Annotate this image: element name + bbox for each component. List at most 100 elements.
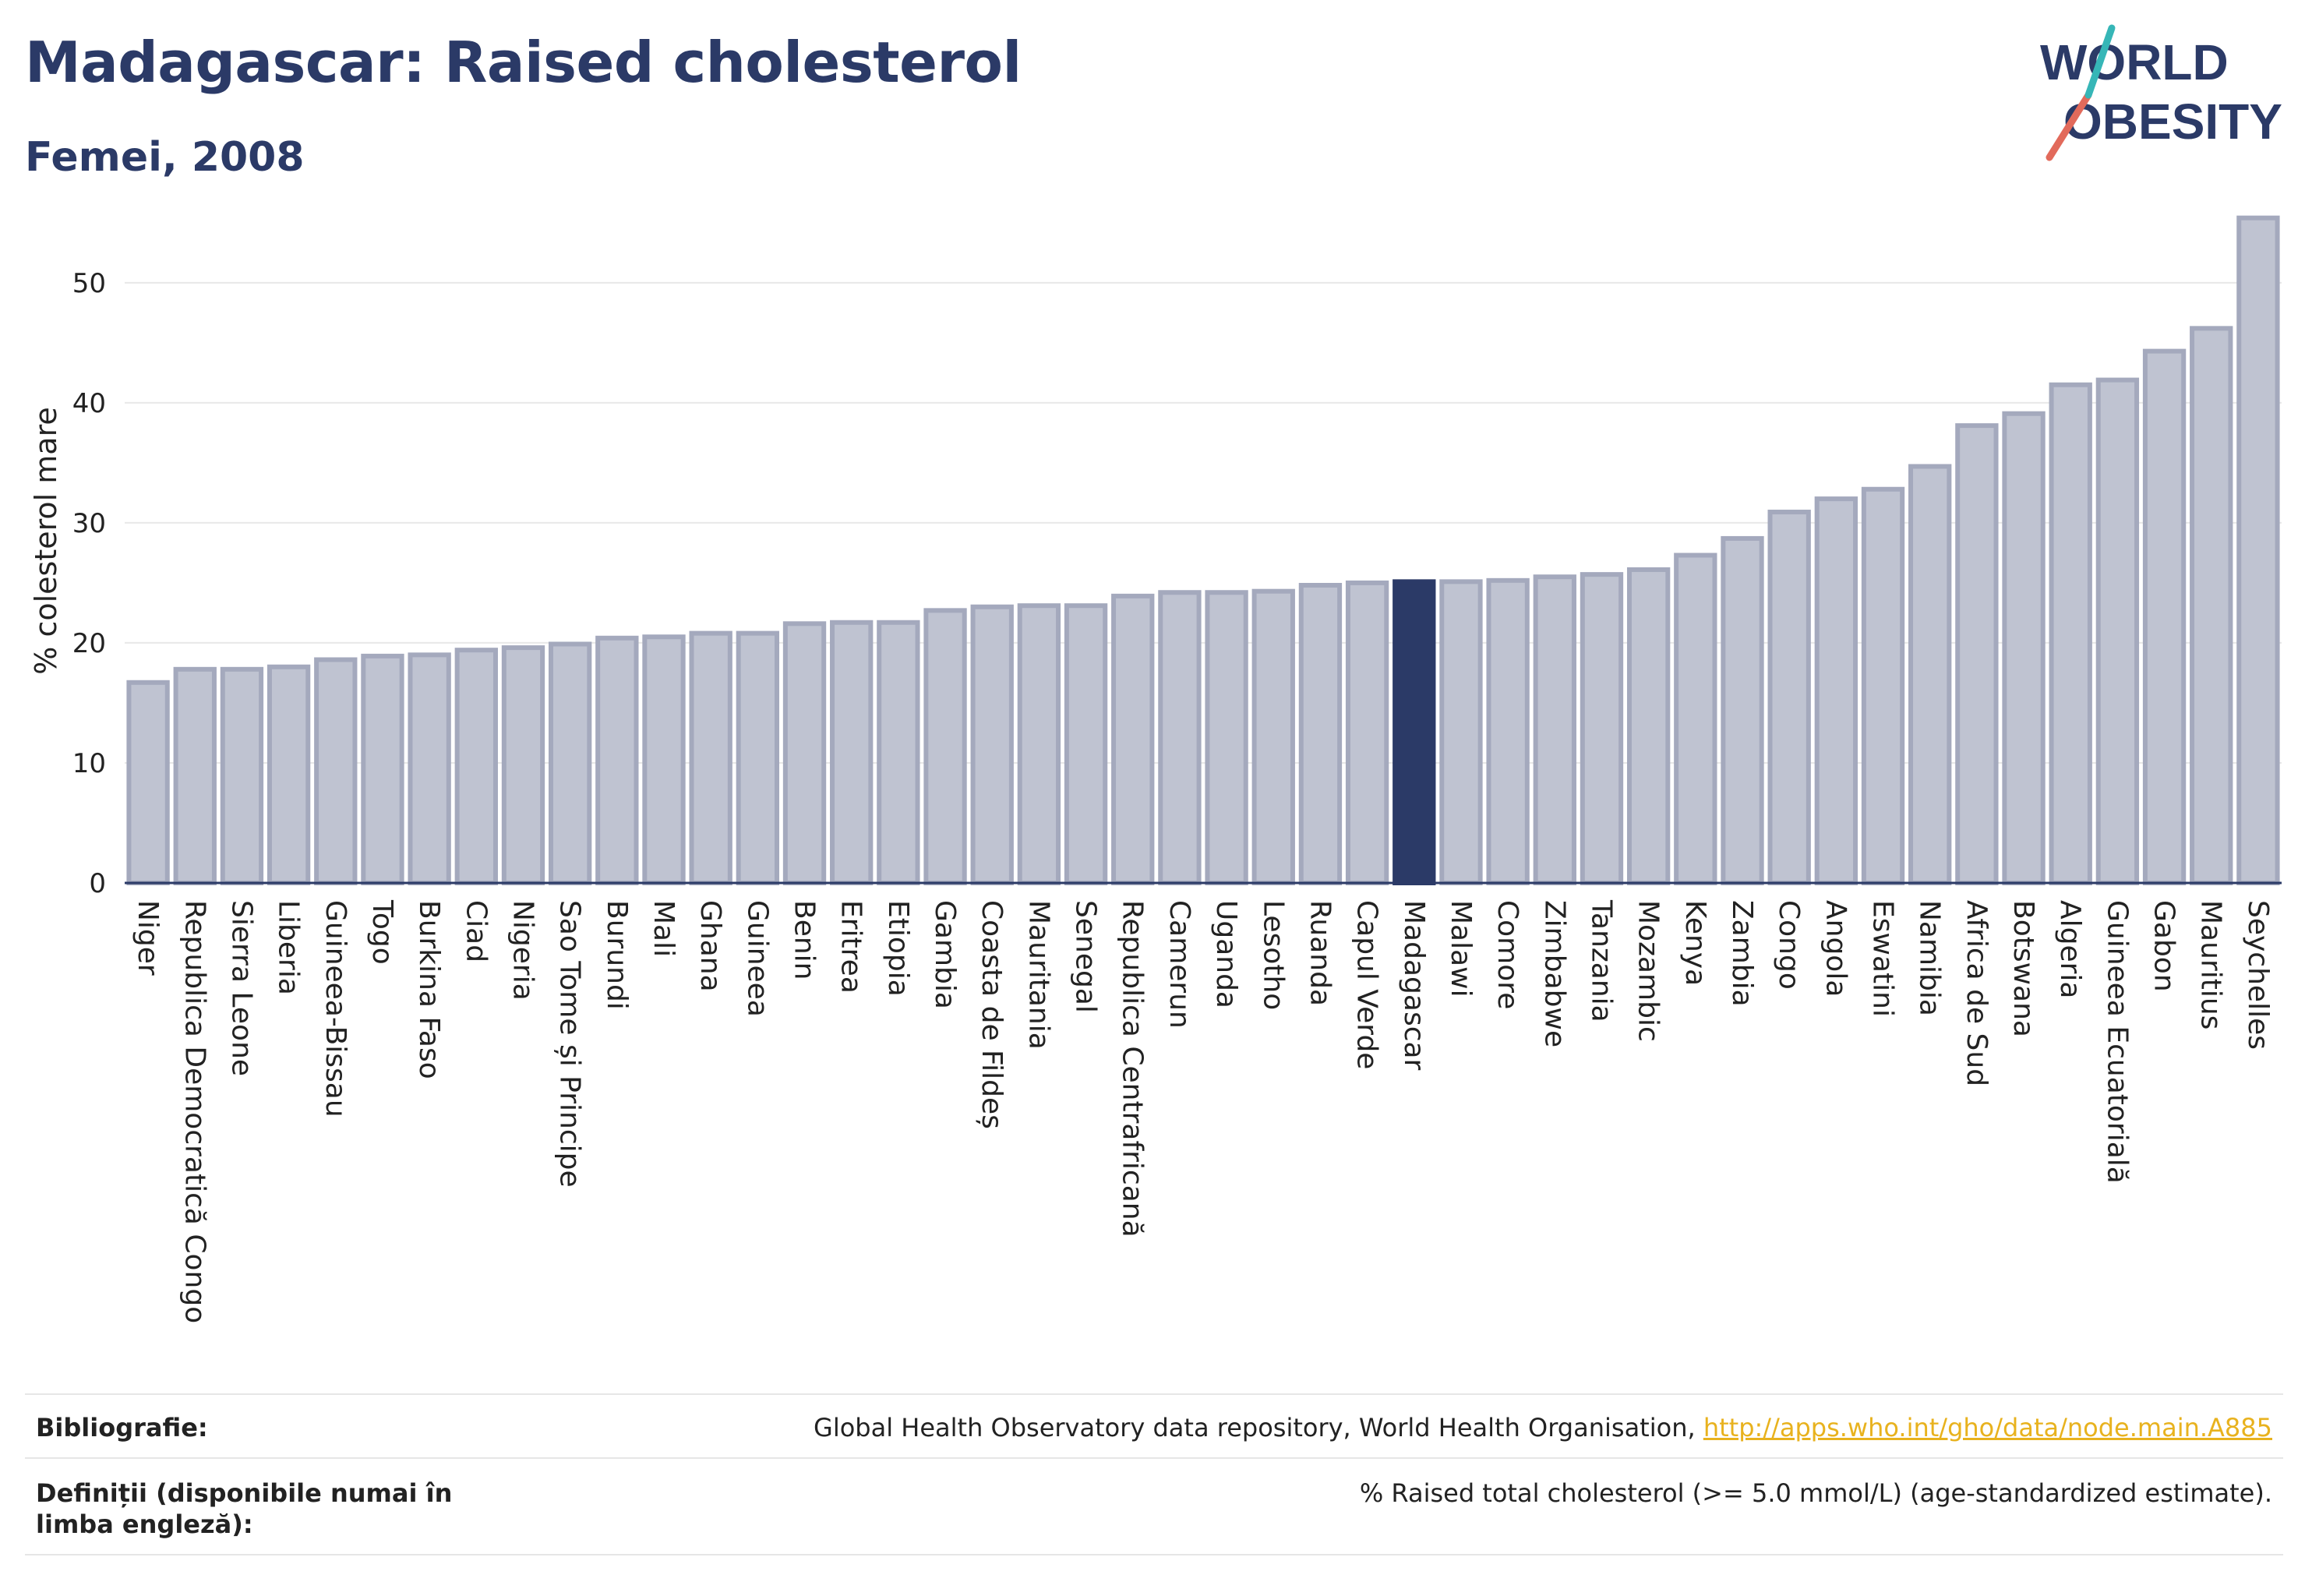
x-tick-label: Togo xyxy=(366,899,398,965)
bar xyxy=(2190,326,2233,885)
bar xyxy=(1393,579,1436,886)
x-tick-label: Camerun xyxy=(1163,900,1195,1029)
bar-chart: 0 10 20 30 40 50 % colesterol mare Niger Republi… xyxy=(29,215,2282,1323)
x-tick-label: Seychelles xyxy=(2242,900,2274,1050)
x-tick-label: Algeria xyxy=(2054,900,2086,999)
x-tick-label: Mauritius xyxy=(2195,900,2227,1029)
bar xyxy=(1486,577,1530,886)
bar xyxy=(1580,572,1624,885)
x-tick-label: Sao Tome și Principe xyxy=(554,900,586,1188)
x-tick-label: Kenya xyxy=(1679,900,1711,986)
x-tick-label: Coasta de Fildeș xyxy=(976,900,1008,1129)
bar xyxy=(1814,496,1858,885)
bar xyxy=(2002,411,2046,885)
bar xyxy=(2095,377,2140,886)
x-tick-label: Etiopia xyxy=(882,900,914,997)
bar xyxy=(1017,603,1061,885)
bar xyxy=(1767,510,1811,885)
x-tick-label: Madagascar xyxy=(1398,900,1430,1071)
bar xyxy=(1158,590,1202,886)
x-tick-label: Mozambic xyxy=(1633,900,1664,1042)
x-tick-label: Eritrea xyxy=(835,900,867,994)
bar xyxy=(314,657,358,885)
y-tick-label: 50 xyxy=(72,268,106,299)
bar xyxy=(1064,603,1108,885)
bar xyxy=(2236,215,2280,885)
x-tick-label: Benin xyxy=(789,900,821,980)
bar xyxy=(267,664,311,885)
bar xyxy=(923,608,967,885)
bar xyxy=(1955,423,1999,885)
bar xyxy=(361,653,404,885)
bibliography-text: Global Health Observatory data repositor… xyxy=(814,1413,1703,1442)
bar xyxy=(642,634,686,886)
footer-bottom-rule xyxy=(25,1554,2283,1555)
bibliography-value: Global Health Observatory data repositor… xyxy=(814,1412,2272,1443)
x-tick-label: Ruanda xyxy=(1304,900,1336,1006)
bar xyxy=(408,652,451,885)
y-tick-label: 10 xyxy=(72,748,106,779)
x-tick-label: Ciad xyxy=(460,900,492,962)
bar xyxy=(1439,579,1483,886)
y-tick-label: 30 xyxy=(72,508,106,539)
y-tick-label: 40 xyxy=(72,388,106,419)
x-tick-label: Angola xyxy=(1820,900,1851,997)
bar xyxy=(595,635,639,885)
y-tick-label: 20 xyxy=(72,628,106,659)
bar xyxy=(220,666,264,886)
bar xyxy=(970,604,1014,885)
bar xyxy=(1298,582,1343,885)
bar xyxy=(877,620,920,885)
definitions-row: Definiții (disponibile numai în limba en… xyxy=(25,1457,2283,1555)
x-tick-label: Republica Democratică Congo xyxy=(178,900,210,1323)
svg-text:WORLD: WORLD xyxy=(2040,34,2229,90)
bar xyxy=(1205,590,1248,886)
bibliography-link[interactable]: http://apps.who.int/gho/data/node.main.A… xyxy=(1703,1413,2272,1442)
bar xyxy=(454,648,498,885)
x-tick-label: Sierra Leone xyxy=(225,900,257,1076)
x-tick-label: Guineea Ecuatorială xyxy=(2101,900,2133,1184)
x-tick-label: Republica Centrafricană xyxy=(1117,900,1149,1238)
bibliography-row: Bibliografie: Global Health Observatory … xyxy=(25,1393,2283,1459)
bar xyxy=(1908,464,1952,885)
definitions-value: % Raised total cholesterol (>= 5.0 mmol/… xyxy=(1359,1478,2272,1508)
world-obesity-logo: WORLD OBESITY xyxy=(2040,24,2282,161)
bar xyxy=(689,630,732,885)
x-tick-label: Gambia xyxy=(929,900,961,1009)
bar xyxy=(501,645,545,886)
x-tick-label: Congo xyxy=(1773,900,1805,990)
x-tick-label: Zimbabwe xyxy=(1538,900,1570,1047)
bar xyxy=(1674,553,1717,885)
x-tick-label: Niger xyxy=(132,900,164,976)
x-tick-label: Comore xyxy=(1491,900,1523,1009)
bar xyxy=(1626,567,1671,886)
x-tick-label: Mauritania xyxy=(1022,900,1054,1050)
x-tick-label: Lesotho xyxy=(1257,900,1289,1010)
svg-text:OBESITY: OBESITY xyxy=(2063,94,2282,150)
y-axis-label: % colesterol mare xyxy=(29,407,63,674)
x-tick-label: Eswatini xyxy=(1867,900,1899,1017)
bar xyxy=(782,621,827,886)
bar xyxy=(830,620,874,885)
x-tick-label: Nigeria xyxy=(507,900,538,1001)
x-tick-label: Malawi xyxy=(1445,900,1477,998)
y-tick-label: 0 xyxy=(89,868,106,899)
definitions-label: Definiții (disponibile numai în limba en… xyxy=(36,1478,453,1539)
bar xyxy=(736,630,780,885)
x-tick-label: Guineea xyxy=(741,900,773,1017)
bibliography-label: Bibliografie: xyxy=(36,1413,208,1442)
bar xyxy=(1533,574,1576,885)
page-subtitle: Femei, 2008 xyxy=(25,134,305,181)
x-tick-label: Uganda xyxy=(1210,900,1242,1008)
x-tick-label: Botswana xyxy=(2007,900,2039,1037)
page-title: Madagascar: Raised cholesterol xyxy=(25,30,1022,95)
x-tick-label: Zambia xyxy=(1726,900,1758,1007)
x-tick-label: Burundi xyxy=(601,900,633,1010)
bar xyxy=(548,641,592,885)
x-tick-label: Tanzania xyxy=(1585,899,1617,1022)
bar xyxy=(1721,535,1764,885)
x-tick-label: Ghana xyxy=(694,900,726,992)
bar xyxy=(2049,382,2092,885)
x-tick-label: Namibia xyxy=(1914,900,1946,1016)
x-tick-label: Guineea-Bissau xyxy=(319,900,351,1118)
